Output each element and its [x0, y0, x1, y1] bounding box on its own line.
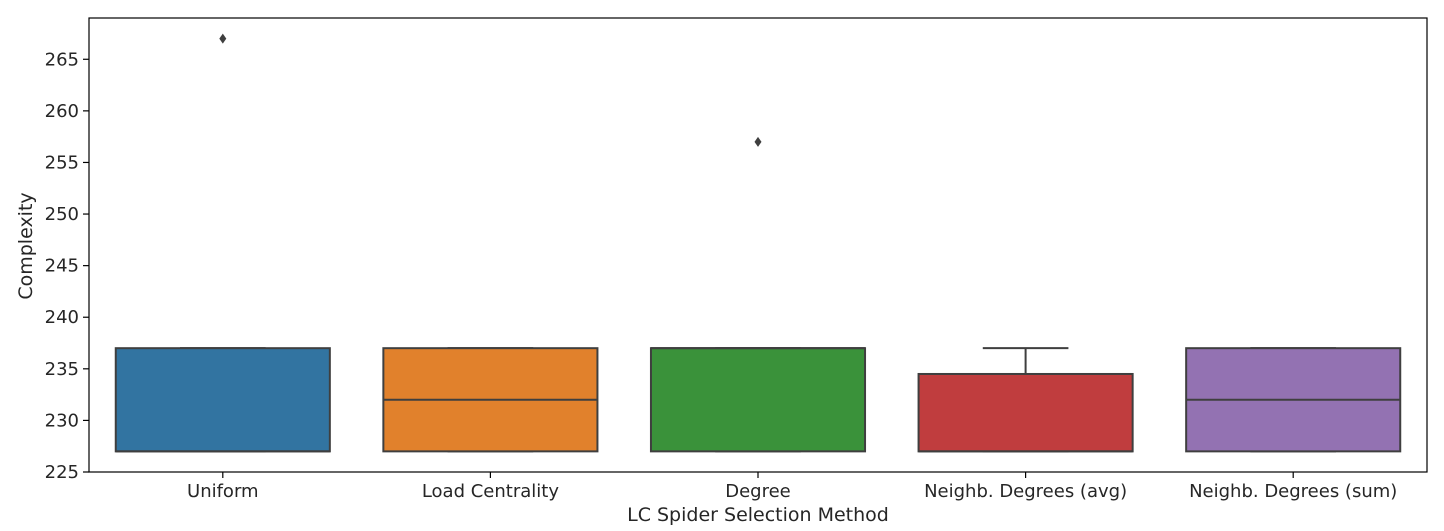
box-group: [1185, 347, 1402, 453]
y-axis-title: Complexity: [15, 192, 37, 299]
box: [649, 347, 867, 453]
outlier-point: [219, 33, 227, 44]
y-tick-label: 240: [45, 307, 79, 328]
y-tick-label: 230: [45, 410, 79, 431]
x-axis-title: LC Spider Selection Method: [627, 504, 889, 526]
y-tick-label: 260: [45, 101, 79, 122]
y-tick-label: 225: [45, 462, 79, 483]
x-tick-label: Uniform: [187, 481, 259, 502]
box-group: [649, 136, 867, 453]
x-tick-label: Neighb. Degrees (avg): [924, 481, 1127, 502]
x-tick-label: Neighb. Degrees (sum): [1189, 481, 1397, 502]
plot-frame: [88, 17, 1428, 473]
y-tick-label: 250: [45, 204, 79, 225]
box-group: [114, 33, 331, 453]
box-group: [382, 347, 599, 453]
boxes-layer: [114, 33, 1402, 453]
x-tick-label: Load Centrality: [422, 481, 560, 502]
box: [114, 347, 331, 453]
y-tick-label: 255: [45, 152, 79, 173]
outlier-point: [754, 136, 762, 147]
y-tick-label: 245: [45, 256, 79, 277]
y-tick-label: 235: [45, 359, 79, 380]
box-group: [917, 347, 1134, 453]
x-tick-label: Degree: [725, 481, 791, 502]
y-tick-label: 265: [45, 49, 79, 70]
ticks-layer: 225 230 235 240 245 250 255 260 265 Uniform Load C…: [45, 49, 1398, 502]
box: [917, 372, 1134, 453]
